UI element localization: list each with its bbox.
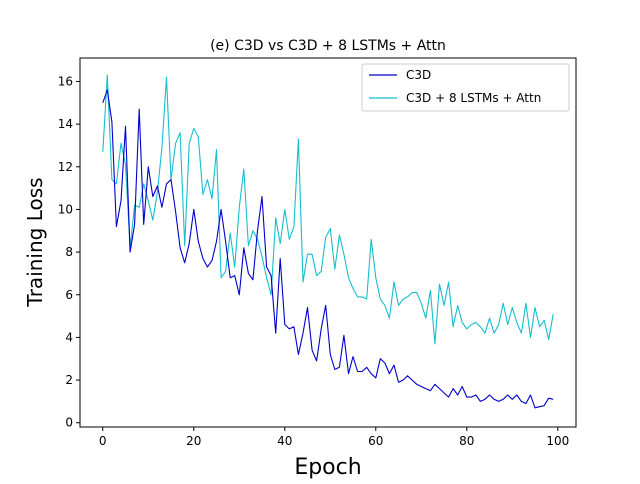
x-tick-label: 100 — [546, 434, 569, 448]
plot-area — [79, 57, 577, 428]
series-layer — [102, 74, 554, 409]
legend: C3D C3D + 8 LSTMs + Attn — [361, 63, 570, 112]
x-tick-label: 60 — [368, 434, 383, 448]
x-tick-label: 40 — [277, 434, 292, 448]
y-tick-label: 12 — [58, 160, 73, 174]
y-tick-label: 6 — [65, 288, 73, 302]
legend-label-c3d-lstm-attn: C3D + 8 LSTMs + Attn — [406, 91, 541, 105]
chart-title: (e) C3D vs C3D + 8 LSTMs + Attn — [210, 38, 446, 54]
y-tick-label: 16 — [58, 74, 73, 88]
x-axis-ticks: 0 20 40 60 80 100 — [99, 427, 569, 448]
y-tick-label: 10 — [58, 202, 73, 216]
x-tick-label: 0 — [99, 434, 107, 448]
series-line-0 — [102, 89, 554, 409]
axes-frame — [79, 57, 577, 428]
y-tick-label: 4 — [65, 330, 73, 344]
x-tick-label: 80 — [459, 434, 474, 448]
y-tick-label: 0 — [65, 416, 73, 430]
y-tick-label: 2 — [65, 373, 73, 387]
y-axis-label: Training Loss — [23, 177, 47, 307]
x-tick-label: 20 — [186, 434, 201, 448]
x-axis-label: Epoch — [294, 455, 361, 480]
legend-box — [361, 63, 570, 112]
legend-label-c3d: C3D — [406, 68, 431, 82]
y-tick-label: 14 — [58, 117, 73, 131]
y-axis-ticks: 0 2 4 6 8 10 12 14 16 — [58, 74, 80, 430]
y-tick-label: 8 — [65, 245, 73, 259]
series-line-1 — [102, 74, 554, 345]
